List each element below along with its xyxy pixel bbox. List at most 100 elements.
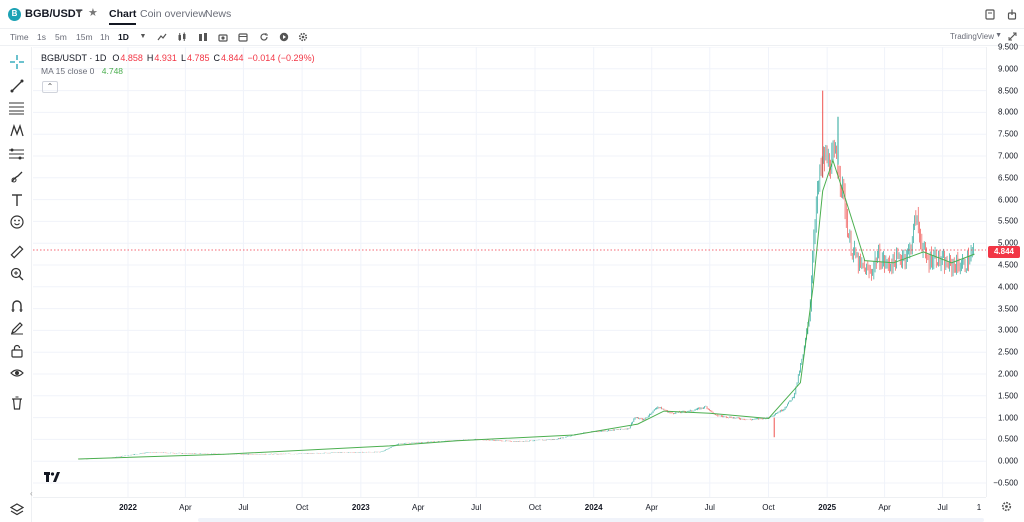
time-axis-label: Apr xyxy=(412,503,425,512)
star-icon[interactable]: ★ xyxy=(88,7,98,19)
ma-line xyxy=(78,158,975,460)
chart-legend: BGB/USDT · 1D O 4.858 H 4.931 L 4.785 C 4.84… xyxy=(41,53,319,76)
time-axis-label: Apr xyxy=(179,503,192,512)
forecast-icon[interactable] xyxy=(9,146,24,161)
compare-icon[interactable] xyxy=(198,32,208,42)
price-axis-label: 2.500 xyxy=(997,347,1018,357)
lock-icon[interactable] xyxy=(9,343,24,358)
timeframe-1h[interactable]: 1h xyxy=(100,32,110,42)
high-value: 4.931 xyxy=(154,53,177,63)
close-key: C xyxy=(213,53,220,63)
price-axis-label: 7.000 xyxy=(997,151,1018,161)
time-axis-label: 2022 xyxy=(119,503,137,512)
time-axis-label: Apr xyxy=(645,503,658,512)
chevron-down-icon[interactable]: ▼ xyxy=(995,32,1002,39)
price-axis-label: 9.500 xyxy=(997,42,1018,52)
pattern-icon[interactable] xyxy=(9,123,24,138)
symbol-name: BGB/USDT xyxy=(25,8,83,20)
price-axis-label: 6.500 xyxy=(997,173,1018,183)
ma-label[interactable]: MA 15 close 0 xyxy=(41,66,95,76)
trend-line-icon[interactable] xyxy=(9,78,24,93)
price-axis-label: 1.500 xyxy=(997,391,1018,401)
tab-chart[interactable]: Chart xyxy=(109,8,137,25)
price-axis[interactable]: 9.500 9.000 8.500 8.000 7.500 7.000 6.500 6.000… xyxy=(986,43,1024,497)
fib-retracement-icon[interactable] xyxy=(9,100,24,115)
legend-title: BGB/USDT · 1D xyxy=(41,53,107,63)
candles-icon[interactable] xyxy=(177,32,187,42)
chart-area[interactable] xyxy=(33,46,986,497)
tab-coin-overview[interactable]: Coin overview xyxy=(140,8,206,20)
provider-label[interactable]: TradingView xyxy=(949,32,994,41)
time-axis-label: Jul xyxy=(937,503,948,512)
chevron-down-icon[interactable]: ▼ xyxy=(75,8,83,17)
time-axis-label: Jul xyxy=(238,503,249,512)
ma-value: 4.748 xyxy=(101,66,124,76)
crosshair-icon[interactable] xyxy=(9,54,24,69)
gear-icon[interactable] xyxy=(298,32,308,42)
timeframe-15m[interactable]: 15m xyxy=(76,32,93,42)
zoom-in-icon[interactable] xyxy=(9,266,24,281)
emoji-icon[interactable] xyxy=(9,214,24,229)
drawing-toolbar xyxy=(0,47,32,522)
open-value: 4.858 xyxy=(120,53,143,63)
price-axis-label: 5.000 xyxy=(997,238,1018,248)
brush-icon[interactable] xyxy=(9,169,24,184)
share-icon[interactable] xyxy=(1006,8,1018,20)
coin-logo-letter: B xyxy=(11,9,18,18)
price-axis-label: 8.500 xyxy=(997,86,1018,96)
low-value: 4.785 xyxy=(186,53,210,63)
indicators-icon[interactable] xyxy=(157,32,167,42)
eye-icon[interactable] xyxy=(9,365,24,380)
price-axis-label: 0.500 xyxy=(997,434,1018,444)
timeframe-5m[interactable]: 5m xyxy=(55,32,67,42)
time-axis-label: Oct xyxy=(528,503,542,512)
ruler-icon[interactable] xyxy=(9,244,24,259)
chevron-down-icon[interactable]: ▼ xyxy=(139,33,147,40)
play-icon[interactable] xyxy=(279,32,289,42)
magnet-icon[interactable] xyxy=(9,298,24,313)
camera-icon[interactable] xyxy=(218,32,228,42)
tradingview-logo-icon[interactable] xyxy=(44,470,60,485)
price-axis-label: 3.500 xyxy=(997,304,1018,314)
time-axis-label: 2024 xyxy=(584,503,603,512)
book-icon[interactable] xyxy=(984,8,996,20)
price-axis-label: 8.000 xyxy=(997,107,1018,117)
price-axis-label: 2.000 xyxy=(997,369,1018,379)
price-axis-label: −0.500 xyxy=(993,478,1018,488)
price-axis-label: 3.000 xyxy=(997,325,1018,335)
close-value: 4.844 xyxy=(220,53,244,63)
time-axis-label: Oct xyxy=(295,503,309,512)
timeframe-1d[interactable]: 1D xyxy=(118,32,129,42)
top-header: B BGB/USDT ▼ ★ Chart Coin overview News xyxy=(0,0,1024,28)
last-price-tag: 4.844 xyxy=(988,246,1020,258)
time-axis-label: Jul xyxy=(704,503,715,512)
text-icon[interactable] xyxy=(9,192,24,207)
time-axis-label: Oct xyxy=(762,503,775,512)
time-axis-label: 1 xyxy=(976,503,982,512)
change-value: −0.014 (−0.29%) xyxy=(247,53,315,63)
trash-icon[interactable] xyxy=(9,395,24,410)
calendar-icon[interactable] xyxy=(238,32,248,42)
open-key: O xyxy=(112,53,120,63)
high-key: H xyxy=(146,53,154,63)
pencil-lock-icon[interactable] xyxy=(9,320,24,335)
price-axis-label: 7.500 xyxy=(997,129,1018,139)
replay-icon[interactable] xyxy=(259,32,269,42)
tab-news[interactable]: News xyxy=(205,8,232,20)
timeframe-1s[interactable]: 1s xyxy=(37,32,46,42)
price-axis-label: 4.500 xyxy=(997,260,1018,270)
fullscreen-icon[interactable] xyxy=(1008,32,1017,43)
time-axis[interactable]: 2022 Apr Jul Oct 2023 Apr Jul Oct 2024 Apr Jul Oct 2… xyxy=(33,497,986,522)
collapse-legend-button[interactable]: ⌃ xyxy=(42,81,58,93)
time-label[interactable]: Time xyxy=(10,32,29,42)
layers-icon[interactable] xyxy=(9,502,24,517)
time-axis-label: 2025 xyxy=(818,503,837,512)
scrollbar[interactable] xyxy=(198,518,984,522)
low-key: L xyxy=(180,53,186,63)
price-axis-label: 5.500 xyxy=(997,216,1018,226)
scroll-left-icon[interactable]: ‹ xyxy=(30,489,33,498)
gear-icon[interactable] xyxy=(1001,501,1012,515)
price-axis-label: 4.000 xyxy=(997,282,1018,292)
price-axis-label: 1.000 xyxy=(997,413,1018,423)
symbol-selector[interactable]: B BGB/USDT xyxy=(8,6,82,22)
